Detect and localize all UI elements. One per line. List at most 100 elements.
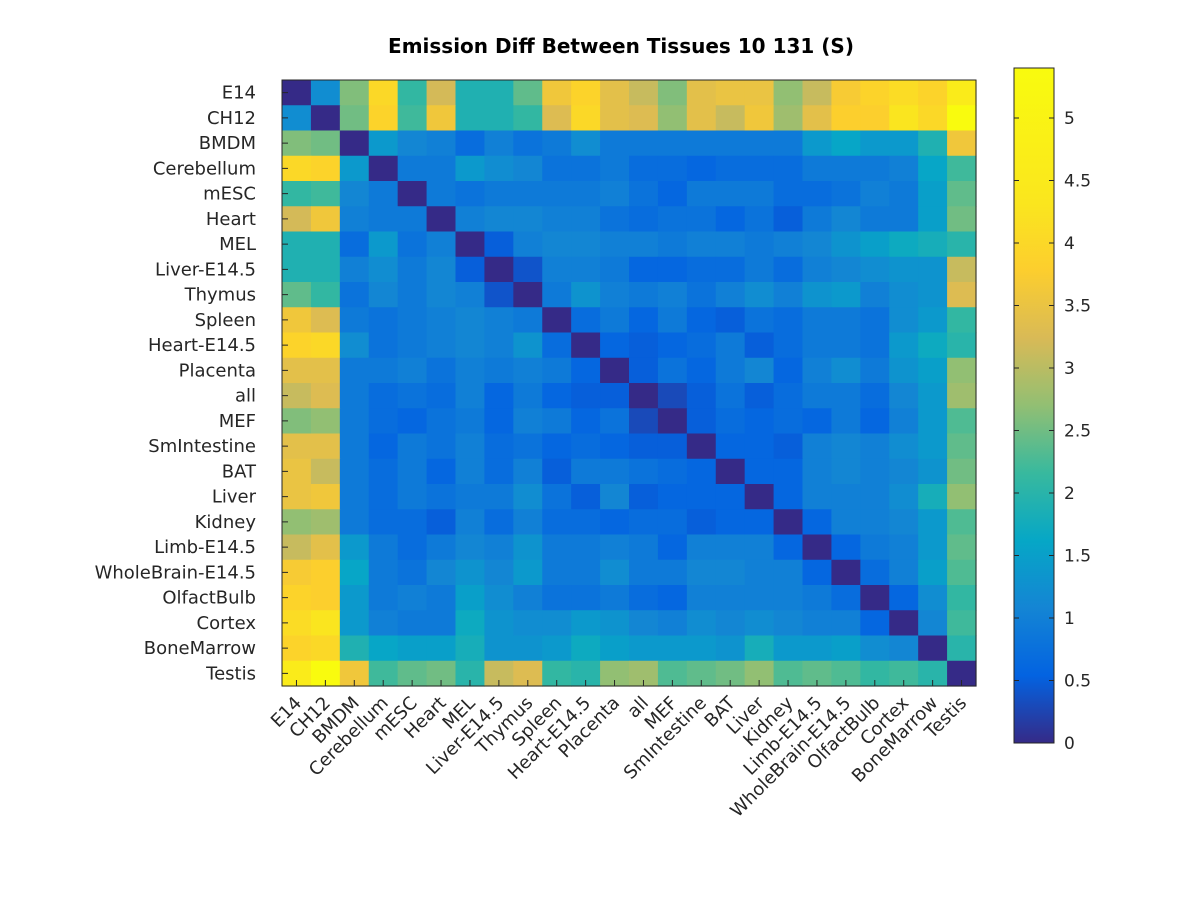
heatmap-cell	[484, 383, 514, 409]
row-label: BoneMarrow	[144, 638, 256, 659]
heatmap-cell	[889, 433, 919, 460]
heatmap-cell	[484, 307, 514, 334]
heatmap-cell	[484, 357, 514, 384]
heatmap-cell	[773, 80, 804, 106]
heatmap-cell	[889, 282, 919, 308]
heatmap-cell	[860, 610, 890, 637]
heatmap-cell	[571, 534, 601, 561]
plot-frame	[281, 79, 977, 687]
heatmap-cell	[513, 610, 543, 637]
heatmap-cell	[600, 635, 630, 662]
heatmap-cell	[310, 105, 341, 132]
heatmap-cell	[802, 635, 833, 662]
heatmap-cell	[397, 130, 428, 157]
heatmap-cell	[889, 206, 919, 233]
heatmap-cell	[339, 80, 370, 106]
heatmap-cell	[889, 383, 919, 409]
heatmap-cell	[802, 282, 833, 308]
heatmap-cell	[600, 332, 630, 359]
heatmap-cell	[542, 458, 572, 485]
heatmap-cell	[339, 433, 370, 460]
heatmap-cell	[542, 585, 572, 611]
heatmap-cell	[339, 206, 370, 233]
heatmap-cell	[368, 458, 399, 485]
heatmap-cell	[831, 433, 861, 460]
heatmap-cell	[715, 534, 746, 561]
heatmap-cell	[426, 458, 457, 485]
heatmap-cell	[744, 80, 775, 106]
heatmap-cell	[542, 206, 572, 233]
heatmap-cell	[629, 559, 659, 586]
row-label: Liver	[212, 487, 257, 508]
heatmap-cell	[715, 256, 746, 283]
heatmap-cell	[397, 332, 428, 359]
heatmap-cell	[600, 80, 630, 106]
colorbar-tick-label: 2	[1064, 484, 1075, 504]
row-label: Cerebellum	[153, 158, 256, 179]
heatmap-cell	[744, 332, 775, 359]
heatmap-cell	[715, 408, 746, 435]
row-label: BMDM	[199, 133, 256, 154]
heatmap-cell	[947, 256, 977, 283]
heatmap-cell	[426, 509, 457, 536]
heatmap-cell	[657, 155, 688, 182]
colorbar-tick-label: 0.5	[1064, 672, 1091, 692]
heatmap-cell	[802, 559, 833, 586]
chart-title: Emission Diff Between Tissues 10 131 (S)	[388, 34, 854, 58]
heatmap-cell	[600, 282, 630, 308]
heatmap-cell	[860, 484, 890, 510]
heatmap-cell	[455, 534, 486, 561]
heatmap-cell	[657, 231, 688, 258]
heatmap-cell	[629, 357, 659, 384]
heatmap-cell	[744, 357, 775, 384]
heatmap-cell	[600, 383, 630, 409]
heatmap-cell	[947, 282, 977, 308]
heatmap-cell	[484, 80, 514, 106]
heatmap-cell	[831, 585, 861, 611]
heatmap-cell	[484, 458, 514, 485]
heatmap-cell	[600, 534, 630, 561]
heatmap-cell	[455, 231, 486, 258]
heatmap-cell	[629, 307, 659, 334]
heatmap-cell	[744, 181, 775, 207]
heatmap-cell	[802, 231, 833, 258]
heatmap-cell	[860, 155, 890, 182]
heatmap-cell	[571, 332, 601, 359]
heatmap-cell	[657, 509, 688, 536]
heatmap-cell	[542, 181, 572, 207]
heatmap-cell	[802, 484, 833, 510]
heatmap-cell	[744, 458, 775, 485]
heatmap-cell	[657, 433, 688, 460]
heatmap-cell	[918, 433, 948, 460]
heatmap-cell	[918, 80, 948, 106]
heatmap-cell	[773, 408, 804, 435]
heatmap-cell	[715, 80, 746, 106]
heatmap-cell	[310, 256, 341, 283]
heatmap-cell	[397, 206, 428, 233]
heatmap-cell	[947, 155, 977, 182]
heatmap-cell	[686, 80, 717, 106]
heatmap-cell	[339, 256, 370, 283]
heatmap-cell	[339, 357, 370, 384]
heatmap-cell	[744, 231, 775, 258]
heatmap-cell	[339, 307, 370, 334]
heatmap-cell	[889, 408, 919, 435]
heatmap-cell	[426, 559, 457, 586]
heatmap-cell	[339, 610, 370, 637]
heatmap-cell	[715, 484, 746, 510]
row-label: Testis	[205, 663, 256, 684]
heatmap-cell	[831, 181, 861, 207]
heatmap-cell	[310, 635, 341, 662]
heatmap-cell	[947, 383, 977, 409]
heatmap-cell	[600, 458, 630, 485]
heatmap-cell	[918, 585, 948, 611]
heatmap-cell	[542, 332, 572, 359]
heatmap-cell	[629, 408, 659, 435]
heatmap-cell	[484, 206, 514, 233]
heatmap-cell	[397, 408, 428, 435]
heatmap-cell	[571, 408, 601, 435]
row-label: SmIntestine	[148, 436, 256, 457]
heatmap-cell	[715, 231, 746, 258]
heatmap-cell	[744, 105, 775, 132]
heatmap-cell	[629, 80, 659, 106]
